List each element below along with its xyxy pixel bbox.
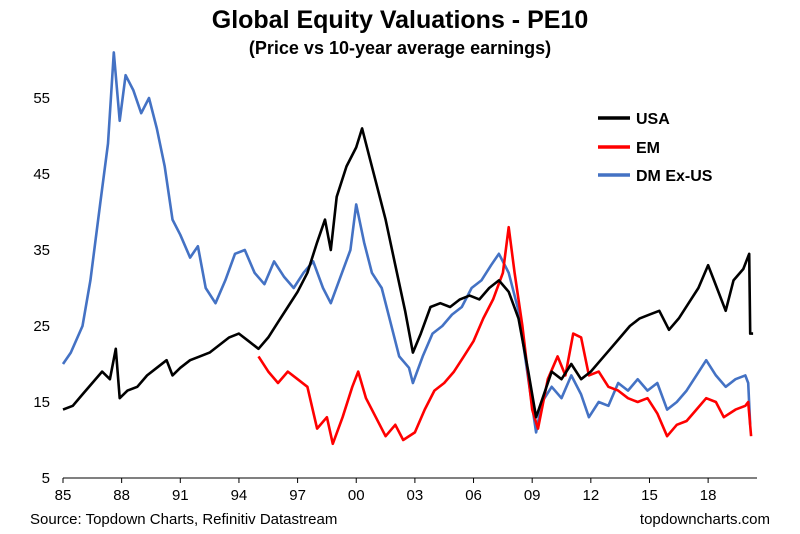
y-tick-label: 5	[42, 470, 50, 487]
series-line-em	[257, 225, 753, 446]
x-tick-label: 18	[700, 487, 717, 504]
x-tick-label: 97	[289, 487, 306, 504]
x-tick-label: 03	[407, 487, 424, 504]
y-tick-label: 25	[33, 318, 50, 335]
x-tick-label: 06	[465, 487, 482, 504]
y-tick-label: 35	[33, 242, 50, 259]
x-tick-label: 09	[524, 487, 541, 504]
legend-label-usa: USA	[636, 111, 670, 128]
y-tick-label: 45	[33, 166, 50, 183]
source-note: Source: Topdown Charts, Refinitiv Datast…	[30, 511, 338, 528]
chart-subtitle: (Price vs 10-year average earnings)	[248, 38, 552, 58]
legend-label-dm-ex-us: DM Ex-US	[636, 168, 713, 185]
x-tick-label: 91	[172, 487, 189, 504]
x-tick-label: 88	[113, 487, 130, 504]
y-tick-label: 55	[33, 90, 50, 107]
x-tick-label: 12	[582, 487, 599, 504]
x-tick-label: 00	[348, 487, 365, 504]
series-line-dm-ex-us	[61, 51, 752, 434]
watermark-text: topdowncharts.com	[639, 511, 770, 528]
legend-label-em: EM	[636, 140, 660, 157]
series-line-usa	[62, 127, 754, 419]
chart-title: Global Equity Valuations - PE10	[211, 6, 589, 34]
x-tick-label: 15	[641, 487, 658, 504]
x-tick-label: 85	[55, 487, 72, 504]
x-tick-label: 94	[231, 487, 248, 504]
y-tick-label: 15	[33, 394, 50, 411]
